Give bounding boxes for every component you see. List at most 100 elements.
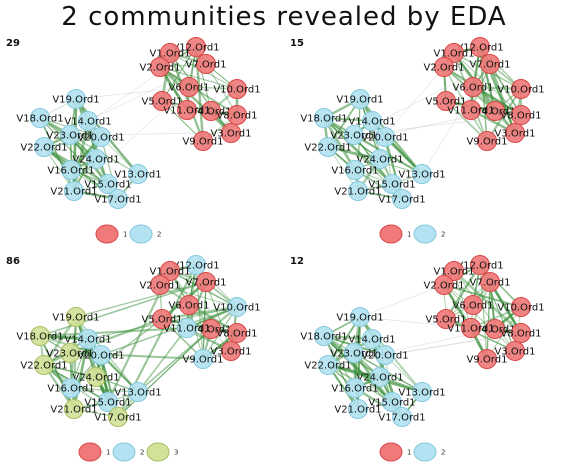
graph-node: V22.Ord1 (304, 137, 352, 157)
node-label: V6.Ord1 (169, 301, 210, 312)
graph-node: V19.Ord1 (52, 89, 100, 109)
node-label: V9.Ord1 (467, 355, 508, 366)
network-panel-1: 29 V12.Ord1 V1.Ord1 V7.Ord1 V2.Ord1 V6.Ord1 V1… (0, 34, 284, 250)
node-circle (434, 57, 454, 77)
graph-node: V2.Ord1 (140, 275, 180, 295)
node-circle (186, 255, 206, 275)
graph-node: V15.Ord1 (84, 392, 132, 412)
node-label: V6.Ord1 (453, 83, 494, 94)
node-label: V9.Ord1 (183, 355, 224, 366)
edge (453, 52, 488, 142)
node-label: V12.Ord1 (456, 43, 503, 54)
edge (159, 284, 238, 308)
edge (137, 327, 188, 393)
graph-node: V5.Ord1 (142, 91, 182, 111)
node-circle (392, 407, 412, 427)
node-label: V13.Ord1 (398, 170, 445, 181)
node-circle (177, 318, 197, 338)
graph-node: V19.Ord1 (336, 89, 384, 109)
edge (359, 98, 393, 185)
graph-node: V1.Ord1 (434, 43, 474, 63)
graph-node: V9.Ord1 (183, 349, 224, 369)
graph-node: V14.Ord1 (64, 329, 112, 349)
node-circle (480, 54, 500, 74)
graph-node: V4.Ord1 (191, 101, 231, 121)
edge (488, 63, 517, 134)
graph-node: V17.Ord1 (378, 189, 426, 209)
graph-node: V12.Ord1 (172, 255, 220, 275)
node-circle (477, 349, 497, 369)
graph-node: V2.Ord1 (140, 57, 180, 77)
node-circle (61, 378, 81, 398)
node-label: V7.Ord1 (470, 278, 511, 289)
node-circle (485, 101, 505, 121)
node-circle (348, 399, 368, 419)
graph-node: V21.Ord1 (334, 181, 382, 201)
graph-node: V4.Ord1 (191, 319, 231, 339)
node-label: V6.Ord1 (169, 83, 210, 94)
node-label: V23.Ord1 (330, 131, 377, 142)
node-label: V10.Ord1 (213, 85, 260, 96)
graph-node: V13.Ord1 (398, 382, 446, 402)
edge (161, 317, 238, 335)
graph-node: V10.Ord1 (213, 79, 261, 99)
graph-node: V8.Ord1 (217, 105, 257, 125)
node-circle (470, 255, 490, 275)
node-circle (160, 261, 180, 281)
node-label: V8.Ord1 (217, 329, 258, 340)
node-label: V19.Ord1 (336, 95, 383, 106)
graph-node: V1.Ord1 (150, 43, 191, 63)
node-circle (179, 295, 199, 315)
graph-node: V23.Ord1 (330, 343, 378, 363)
graph-node: V18.Ord1 (16, 326, 64, 346)
edge (323, 335, 393, 403)
edge (168, 52, 205, 142)
graph-node: V14.Ord1 (348, 111, 396, 131)
graph-node: V20.Ord1 (361, 345, 409, 365)
node-circle (152, 309, 172, 329)
node-circle (66, 89, 86, 109)
node-label: V14.Ord1 (64, 335, 111, 346)
graph-node: V7.Ord1 (470, 272, 511, 292)
node-circle (314, 108, 334, 128)
edge (161, 100, 238, 116)
node-circle (375, 127, 395, 147)
node-circle (64, 399, 84, 419)
node-circle (128, 164, 148, 184)
panel-label: 12 (290, 256, 304, 267)
node-label: V2.Ord1 (424, 281, 465, 292)
legend-label: 1 (123, 231, 127, 239)
graph-node: V23.Ord1 (46, 125, 94, 145)
node-circle (150, 57, 170, 77)
node-circle (86, 149, 106, 169)
edge (445, 318, 516, 352)
edge (359, 284, 445, 318)
edge (87, 63, 207, 122)
node-label: V1.Ord1 (150, 49, 191, 60)
node-circle (345, 378, 365, 398)
node-label: V21.Ord1 (334, 187, 381, 198)
node-label: V19.Ord1 (52, 313, 99, 324)
node-label: V15.Ord1 (368, 398, 415, 409)
edge (159, 66, 232, 134)
node-label: V3.Ord1 (211, 129, 252, 140)
graph-node: V16.Ord1 (47, 160, 95, 180)
node-label: V14.Ord1 (348, 117, 395, 128)
graph-node: V12.Ord1 (456, 37, 504, 57)
edge (445, 100, 522, 116)
node-label: V10.Ord1 (497, 85, 544, 96)
legend-label: 2 (441, 449, 445, 457)
node-label: V8.Ord1 (501, 111, 542, 122)
node-label: V7.Ord1 (186, 278, 227, 289)
graph-node: V18.Ord1 (300, 326, 348, 346)
node-label: V17.Ord1 (378, 195, 425, 206)
graph-node: V3.Ord1 (495, 341, 535, 361)
node-circle (412, 382, 432, 402)
node-label: V5.Ord1 (426, 97, 467, 108)
edge (322, 117, 357, 171)
node-circle (91, 345, 111, 365)
graph-node: V13.Ord1 (114, 164, 162, 184)
